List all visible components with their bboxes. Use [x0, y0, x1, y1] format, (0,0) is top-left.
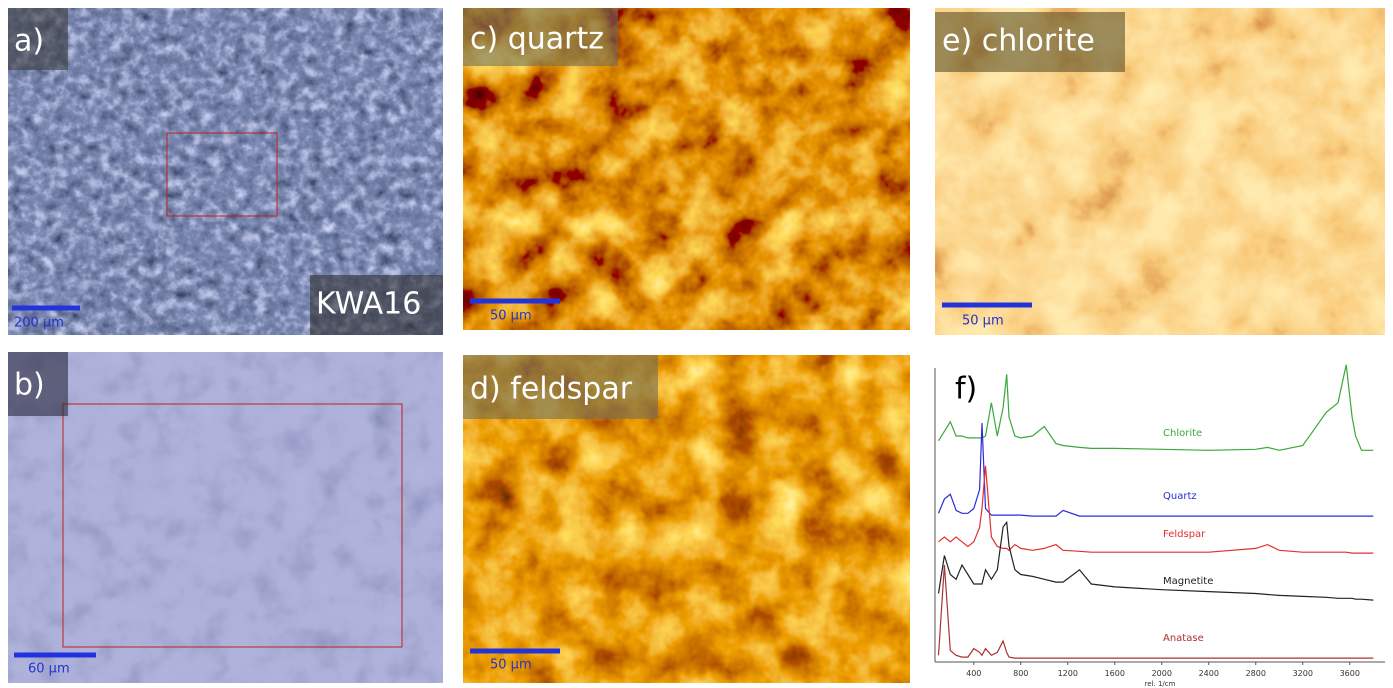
panel-e: e) chlorite 50 µm	[935, 8, 1385, 335]
panel-d: d) feldspar 50 µm	[463, 355, 910, 683]
micrograph	[8, 352, 443, 683]
spectrum	[939, 522, 1374, 600]
x-tick-label: 2800	[1246, 669, 1266, 678]
x-tick-label: 2400	[1199, 669, 1219, 678]
panel-label: f)	[955, 372, 977, 407]
x-tick-label: 1600	[1105, 669, 1125, 678]
scale-label: 50 µm	[962, 314, 1004, 329]
panel-label: b)	[14, 368, 45, 403]
series-label: Chlorite	[1163, 428, 1202, 439]
panel-f: f) rel. 1/cm 400 800 1200 1600 2000 2400 2800 3…	[935, 365, 1385, 688]
panel-label: a)	[14, 24, 44, 59]
x-tick-label: 3200	[1293, 669, 1313, 678]
spectrum	[939, 365, 1374, 451]
spectrum	[939, 565, 1374, 658]
scale-label: 60 µm	[28, 662, 70, 677]
panel-label: d) feldspar	[470, 372, 633, 407]
series-label: Quartz	[1163, 491, 1197, 502]
spectrum	[939, 423, 1374, 516]
scale-label: 50 µm	[490, 309, 532, 324]
scale-label: 200 µm	[14, 316, 64, 331]
series-label: Anatase	[1163, 633, 1204, 644]
panel-b: b) 60 µm	[8, 352, 443, 683]
x-tick-label: 400	[966, 669, 981, 678]
x-tick-label: 800	[1013, 669, 1028, 678]
x-tick-label: 3600	[1340, 669, 1360, 678]
series-label: Magnetite	[1163, 576, 1213, 587]
panel-label: e) chlorite	[942, 24, 1095, 59]
x-tick-label: 1200	[1058, 669, 1078, 678]
panel-a: a) KWA16 200 µm	[8, 8, 443, 335]
series-label: Feldspar	[1163, 529, 1206, 540]
panel-label: c) quartz	[470, 22, 604, 57]
sample-label: KWA16	[316, 287, 421, 322]
spectrum	[939, 466, 1374, 553]
figure: a) KWA16 200 µm b) 60 µm c) quartz 50 µm…	[0, 0, 1393, 688]
x-axis-label: rel. 1/cm	[1145, 680, 1176, 688]
x-tick-label: 2000	[1152, 669, 1172, 678]
scale-label: 50 µm	[490, 658, 532, 673]
panel-c: c) quartz 50 µm	[463, 8, 910, 330]
